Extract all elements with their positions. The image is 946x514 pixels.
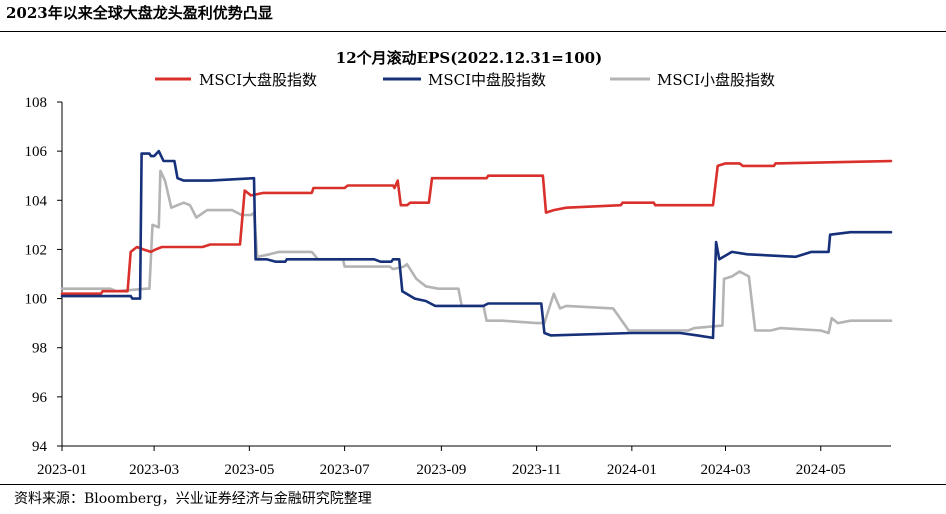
y-tick-label: 108 <box>25 95 48 111</box>
x-tick-label: 2023-11 <box>512 462 561 478</box>
y-tick-label: 106 <box>25 144 48 160</box>
x-tick-label: 2023-07 <box>320 462 370 478</box>
y-tick-label: 104 <box>25 193 48 209</box>
series-line-1 <box>60 159 893 296</box>
x-tick-label: 2023-01 <box>37 462 87 478</box>
x-tick-label: 2023-05 <box>224 462 274 478</box>
legend-label-2: MSCI中盘股指数 <box>428 71 546 89</box>
x-tick-label: 2023-03 <box>129 462 179 478</box>
y-tick-label: 102 <box>25 242 48 258</box>
header-rule <box>0 31 946 32</box>
chart-series <box>60 149 893 340</box>
legend-label-3: MSCI小盘股指数 <box>657 71 775 89</box>
x-tick-label: 2024-05 <box>796 462 846 478</box>
source-note: 资料来源：Bloomberg，兴业证券经济与金融研究院整理 <box>14 491 372 507</box>
y-tick-label: 98 <box>32 341 47 357</box>
x-tick-label: 2024-01 <box>607 462 657 478</box>
chart-title: 12个月滚动EPS(2022.12.31=100) <box>336 49 602 67</box>
chart-axes: 94 96 98 100 102 104 106 108 2023-01 2023-03 2023-… <box>25 95 891 478</box>
x-tick-label: 2023-09 <box>416 462 466 478</box>
y-tick-label: 100 <box>25 292 48 308</box>
series-line-3 <box>60 169 893 335</box>
page-header-title: 2023年以来全球大盘龙头盈利优势凸显 <box>6 4 273 22</box>
eps-line-chart: 12个月滚动EPS(2022.12.31=100) MSCI大盘股指数 MSCI中… <box>25 49 893 478</box>
footer-rule <box>0 484 946 485</box>
y-tick-label: 96 <box>32 390 48 406</box>
chart-legend: MSCI大盘股指数 MSCI中盘股指数 MSCI小盘股指数 <box>155 71 775 89</box>
series-line-2 <box>60 149 893 340</box>
x-tick-label: 2024-03 <box>701 462 751 478</box>
y-tick-label: 94 <box>32 439 48 455</box>
legend-label-1: MSCI大盘股指数 <box>199 71 317 89</box>
